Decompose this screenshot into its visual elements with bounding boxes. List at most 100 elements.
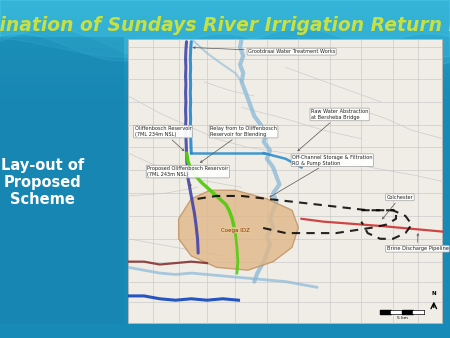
Bar bbox=[0, 235, 450, 237]
Bar bbox=[0, 299, 450, 301]
Bar bbox=[0, 52, 450, 54]
Bar bbox=[0, 211, 450, 213]
Bar bbox=[0, 125, 450, 127]
Bar bbox=[0, 25, 450, 27]
Bar bbox=[0, 74, 450, 76]
Bar bbox=[0, 213, 450, 215]
Bar bbox=[0, 95, 450, 96]
Bar bbox=[0, 35, 450, 37]
Bar bbox=[0, 326, 450, 328]
Bar bbox=[0, 19, 450, 20]
Bar bbox=[0, 201, 450, 203]
Bar bbox=[0, 230, 450, 232]
Text: Raw Water Abstraction
at Bersheba Bridge: Raw Water Abstraction at Bersheba Bridge bbox=[298, 109, 368, 151]
Bar bbox=[0, 216, 450, 218]
Bar bbox=[0, 194, 450, 196]
Bar bbox=[0, 169, 450, 171]
Bar bbox=[0, 282, 450, 284]
Bar bbox=[0, 162, 450, 164]
Bar bbox=[0, 204, 450, 206]
Bar bbox=[0, 117, 450, 118]
Bar bbox=[0, 206, 450, 208]
Bar bbox=[0, 198, 450, 199]
Bar bbox=[0, 81, 450, 83]
Bar bbox=[0, 311, 450, 313]
Bar bbox=[0, 132, 450, 134]
Bar bbox=[0, 123, 450, 125]
Bar bbox=[0, 287, 450, 289]
Bar bbox=[0, 199, 450, 201]
Bar bbox=[0, 42, 450, 44]
Bar bbox=[0, 314, 450, 316]
Bar bbox=[0, 237, 450, 238]
Text: Brine Discharge Pipeline: Brine Discharge Pipeline bbox=[387, 234, 448, 251]
Bar bbox=[0, 113, 450, 115]
Bar bbox=[0, 76, 450, 78]
Bar bbox=[0, 221, 450, 223]
Bar bbox=[0, 281, 450, 282]
Bar bbox=[0, 250, 450, 252]
Bar bbox=[0, 29, 450, 30]
Bar bbox=[0, 296, 450, 297]
Bar bbox=[0, 313, 450, 314]
Bar bbox=[0, 177, 450, 179]
Bar bbox=[0, 10, 450, 12]
Text: Desalination of Sundays River Irrigation Return Flows: Desalination of Sundays River Irrigation… bbox=[0, 16, 450, 35]
Bar bbox=[0, 142, 450, 144]
Bar bbox=[0, 270, 450, 272]
Bar bbox=[0, 284, 450, 286]
Bar bbox=[0, 118, 450, 120]
Bar bbox=[0, 39, 450, 41]
Bar bbox=[0, 248, 450, 250]
Bar bbox=[0, 98, 450, 100]
Bar bbox=[0, 161, 450, 162]
Bar bbox=[0, 304, 450, 306]
Bar bbox=[0, 321, 450, 323]
Bar bbox=[0, 90, 450, 91]
Bar bbox=[0, 0, 450, 2]
Bar bbox=[0, 301, 450, 303]
Bar bbox=[0, 191, 450, 193]
Bar bbox=[0, 308, 450, 309]
Bar bbox=[0, 210, 450, 211]
Bar bbox=[0, 137, 450, 139]
Bar bbox=[0, 232, 450, 233]
Bar bbox=[0, 59, 450, 61]
Text: Proposed Oliffenbosch Reservoir
(7ML 243m NSL): Proposed Oliffenbosch Reservoir (7ML 243… bbox=[147, 166, 229, 187]
Bar bbox=[0, 91, 450, 93]
Bar bbox=[0, 93, 450, 95]
Bar bbox=[0, 215, 450, 216]
Bar bbox=[0, 286, 450, 287]
Bar bbox=[0, 54, 450, 56]
Bar bbox=[0, 44, 450, 46]
Bar bbox=[0, 324, 450, 326]
Bar bbox=[0, 149, 450, 150]
Bar bbox=[0, 179, 450, 181]
Bar bbox=[0, 218, 450, 220]
Text: N: N bbox=[432, 291, 436, 296]
Bar bbox=[0, 106, 450, 108]
Bar bbox=[0, 318, 450, 319]
Bar bbox=[0, 208, 450, 210]
Bar bbox=[0, 64, 450, 66]
Bar bbox=[0, 96, 450, 98]
Bar bbox=[0, 101, 450, 103]
Bar bbox=[0, 279, 450, 281]
Bar bbox=[0, 83, 450, 84]
Bar bbox=[0, 47, 450, 49]
FancyBboxPatch shape bbox=[128, 39, 443, 324]
Bar bbox=[0, 269, 450, 270]
Text: •: • bbox=[223, 46, 227, 52]
Bar bbox=[0, 69, 450, 71]
Bar bbox=[0, 139, 450, 140]
Bar bbox=[0, 275, 450, 277]
Bar bbox=[0, 309, 450, 311]
Bar bbox=[0, 27, 450, 29]
Bar bbox=[0, 57, 450, 59]
Bar bbox=[0, 181, 450, 183]
Bar bbox=[0, 79, 450, 81]
Bar bbox=[0, 103, 450, 105]
Bar bbox=[0, 105, 450, 106]
Bar bbox=[0, 252, 450, 254]
Bar bbox=[0, 78, 450, 79]
